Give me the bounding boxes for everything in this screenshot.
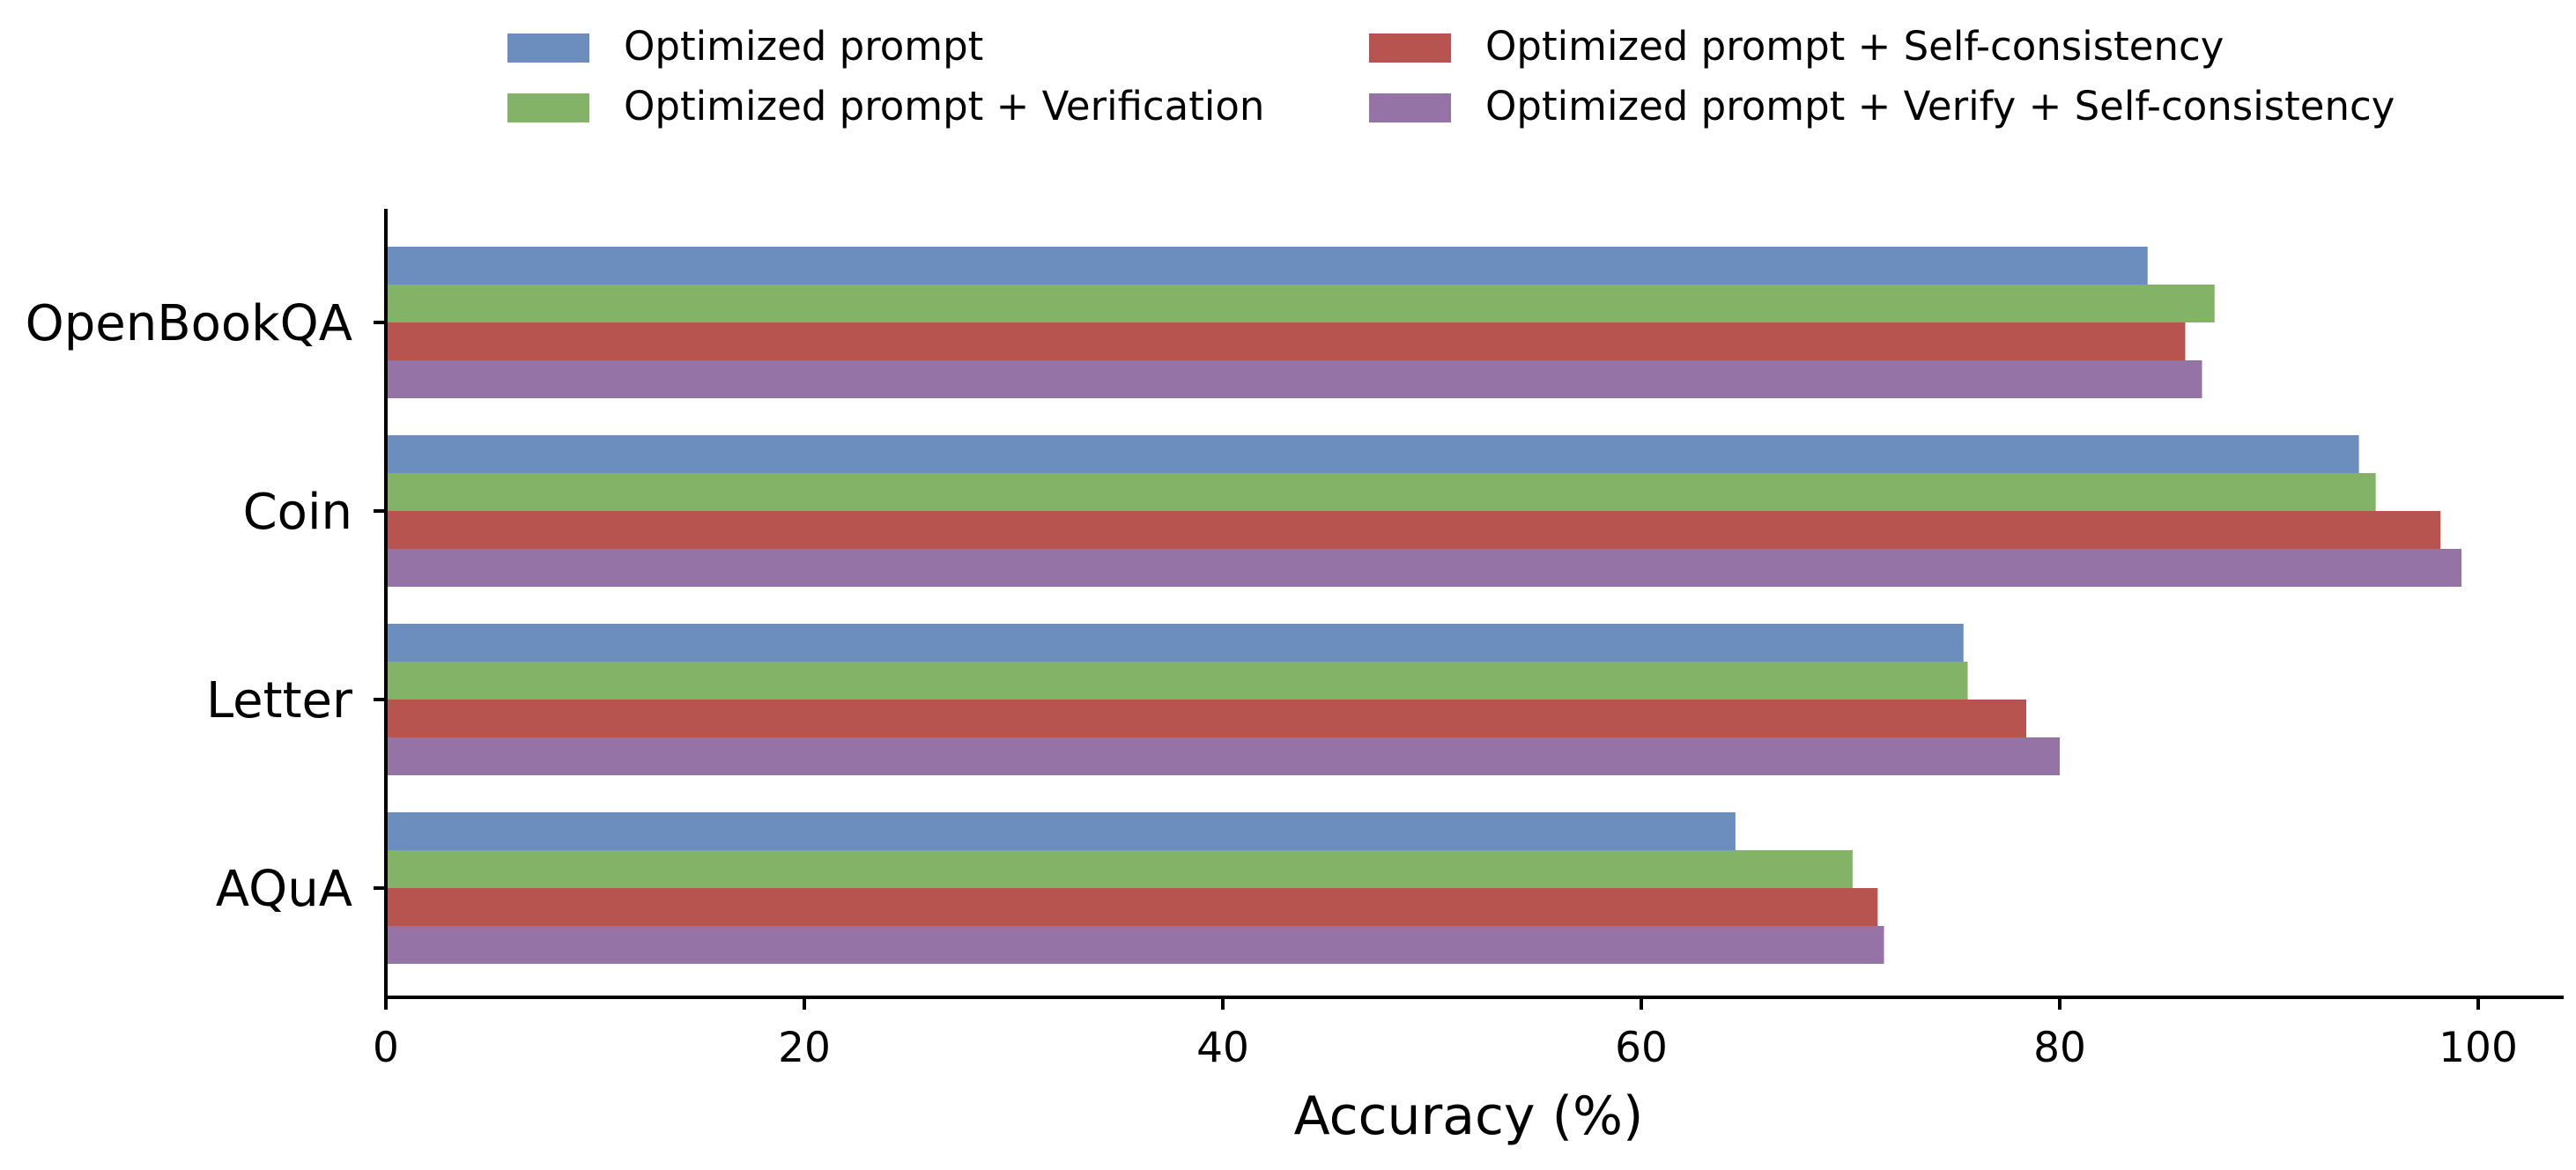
- x-tick-label-100: 100: [2439, 1024, 2518, 1072]
- bar-letter-optimized-prompt: [386, 624, 1964, 662]
- legend-swatch-optimized-prompt-verification: [507, 93, 589, 122]
- legend-label-optimized-prompt-verify-self-consistency: Optimized prompt + Verify + Self-consist…: [1485, 83, 2395, 130]
- bar-letter-optimized-prompt-self-consistency: [386, 700, 2026, 737]
- y-tick-label-aqua: AQuA: [216, 861, 352, 918]
- bar-coin-optimized-prompt-verify-self-consistency: [386, 549, 2461, 587]
- bar-letter-optimized-prompt-verification: [386, 662, 1968, 700]
- y-tick-label-openbookqa: OpenBookQA: [26, 295, 352, 352]
- axes: [384, 209, 2564, 999]
- bar-aqua-optimized-prompt: [386, 812, 1736, 850]
- bar-openbookqa-optimized-prompt: [386, 247, 2148, 285]
- legend: Optimized prompt Optimized prompt + Verif…: [507, 23, 2395, 130]
- bar-letter-optimized-prompt-verify-self-consistency: [386, 737, 2060, 775]
- x-tick-label-20: 20: [778, 1024, 831, 1072]
- legend-swatch-optimized-prompt-verify-self-consistency: [1369, 93, 1451, 122]
- y-tick-label-letter: Letter: [206, 672, 353, 729]
- bar-coin-optimized-prompt-verification: [386, 473, 2376, 511]
- x-tick-label-60: 60: [1615, 1024, 1668, 1072]
- legend-swatch-optimized-prompt-self-consistency: [1369, 33, 1451, 63]
- bar-coin-optimized-prompt: [386, 435, 2359, 473]
- bars: [386, 247, 2461, 964]
- legend-label-optimized-prompt-verification: Optimized prompt + Verification: [624, 83, 1264, 130]
- bar-openbookqa-optimized-prompt-self-consistency: [386, 322, 2186, 360]
- bar-aqua-optimized-prompt-self-consistency: [386, 888, 1878, 926]
- bar-openbookqa-optimized-prompt-verify-self-consistency: [386, 360, 2202, 398]
- y-tick-label-coin: Coin: [243, 484, 352, 541]
- ticks: OpenBookQA Coin Letter AQuA 0 20 40 60 80 100: [26, 295, 2518, 1072]
- x-axis-title: Accuracy (%): [1294, 1085, 1644, 1147]
- bar-aqua-optimized-prompt-verify-self-consistency: [386, 926, 1884, 964]
- x-tick-label-80: 80: [2033, 1024, 2086, 1072]
- x-tick-label-40: 40: [1196, 1024, 1249, 1072]
- bar-openbookqa-optimized-prompt-verification: [386, 285, 2215, 322]
- bar-aqua-optimized-prompt-verification: [386, 850, 1853, 888]
- legend-label-optimized-prompt-self-consistency: Optimized prompt + Self-consistency: [1485, 23, 2224, 70]
- legend-swatch-optimized-prompt: [507, 33, 589, 63]
- bar-coin-optimized-prompt-self-consistency: [386, 511, 2441, 549]
- x-tick-label-0: 0: [373, 1024, 399, 1072]
- legend-label-optimized-prompt: Optimized prompt: [624, 23, 983, 70]
